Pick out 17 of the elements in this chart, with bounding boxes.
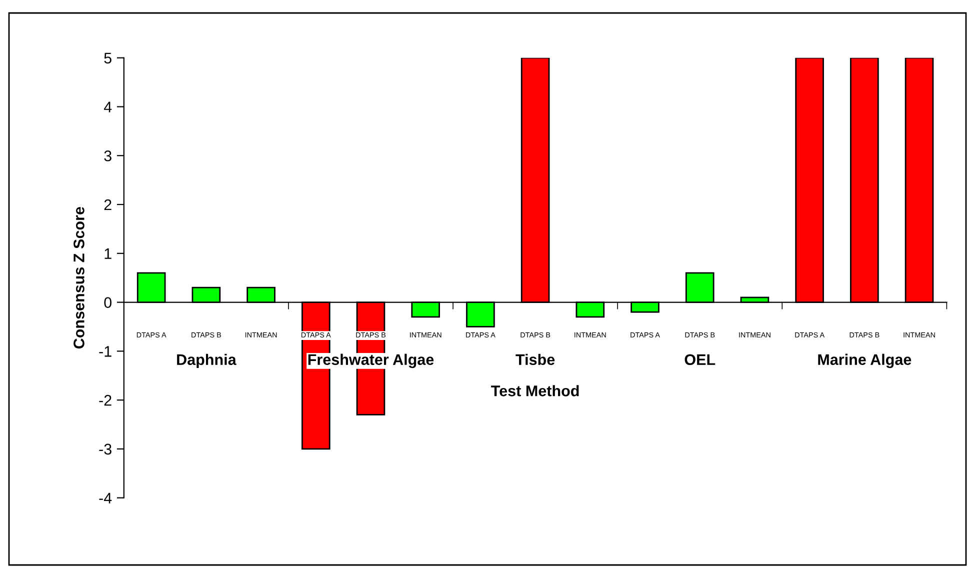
y-tick-label: 2: [104, 199, 112, 210]
annotation: Freshwater Algae: [308, 354, 434, 368]
y-tick-label: 4: [104, 102, 112, 112]
y-tick-label: 1: [104, 248, 112, 259]
annotation: Tisbe: [516, 354, 555, 366]
y-tick-label: -3: [99, 444, 112, 455]
annotation: OEL: [684, 354, 716, 366]
y-tick-label: -2: [99, 394, 112, 406]
y-axis-title: Consensus Z Score: [74, 207, 84, 349]
y-tick-label: 5: [104, 52, 112, 64]
annotation: Daphnia: [177, 354, 236, 368]
y-tick-label: -1: [99, 346, 112, 357]
x-axis-title: Test Method: [491, 385, 579, 396]
annotation: Marine Algae: [818, 354, 912, 368]
y-tick-label: 3: [104, 150, 112, 162]
y-tick-label: 0: [104, 297, 112, 308]
y-tick-label: -4: [99, 492, 112, 504]
